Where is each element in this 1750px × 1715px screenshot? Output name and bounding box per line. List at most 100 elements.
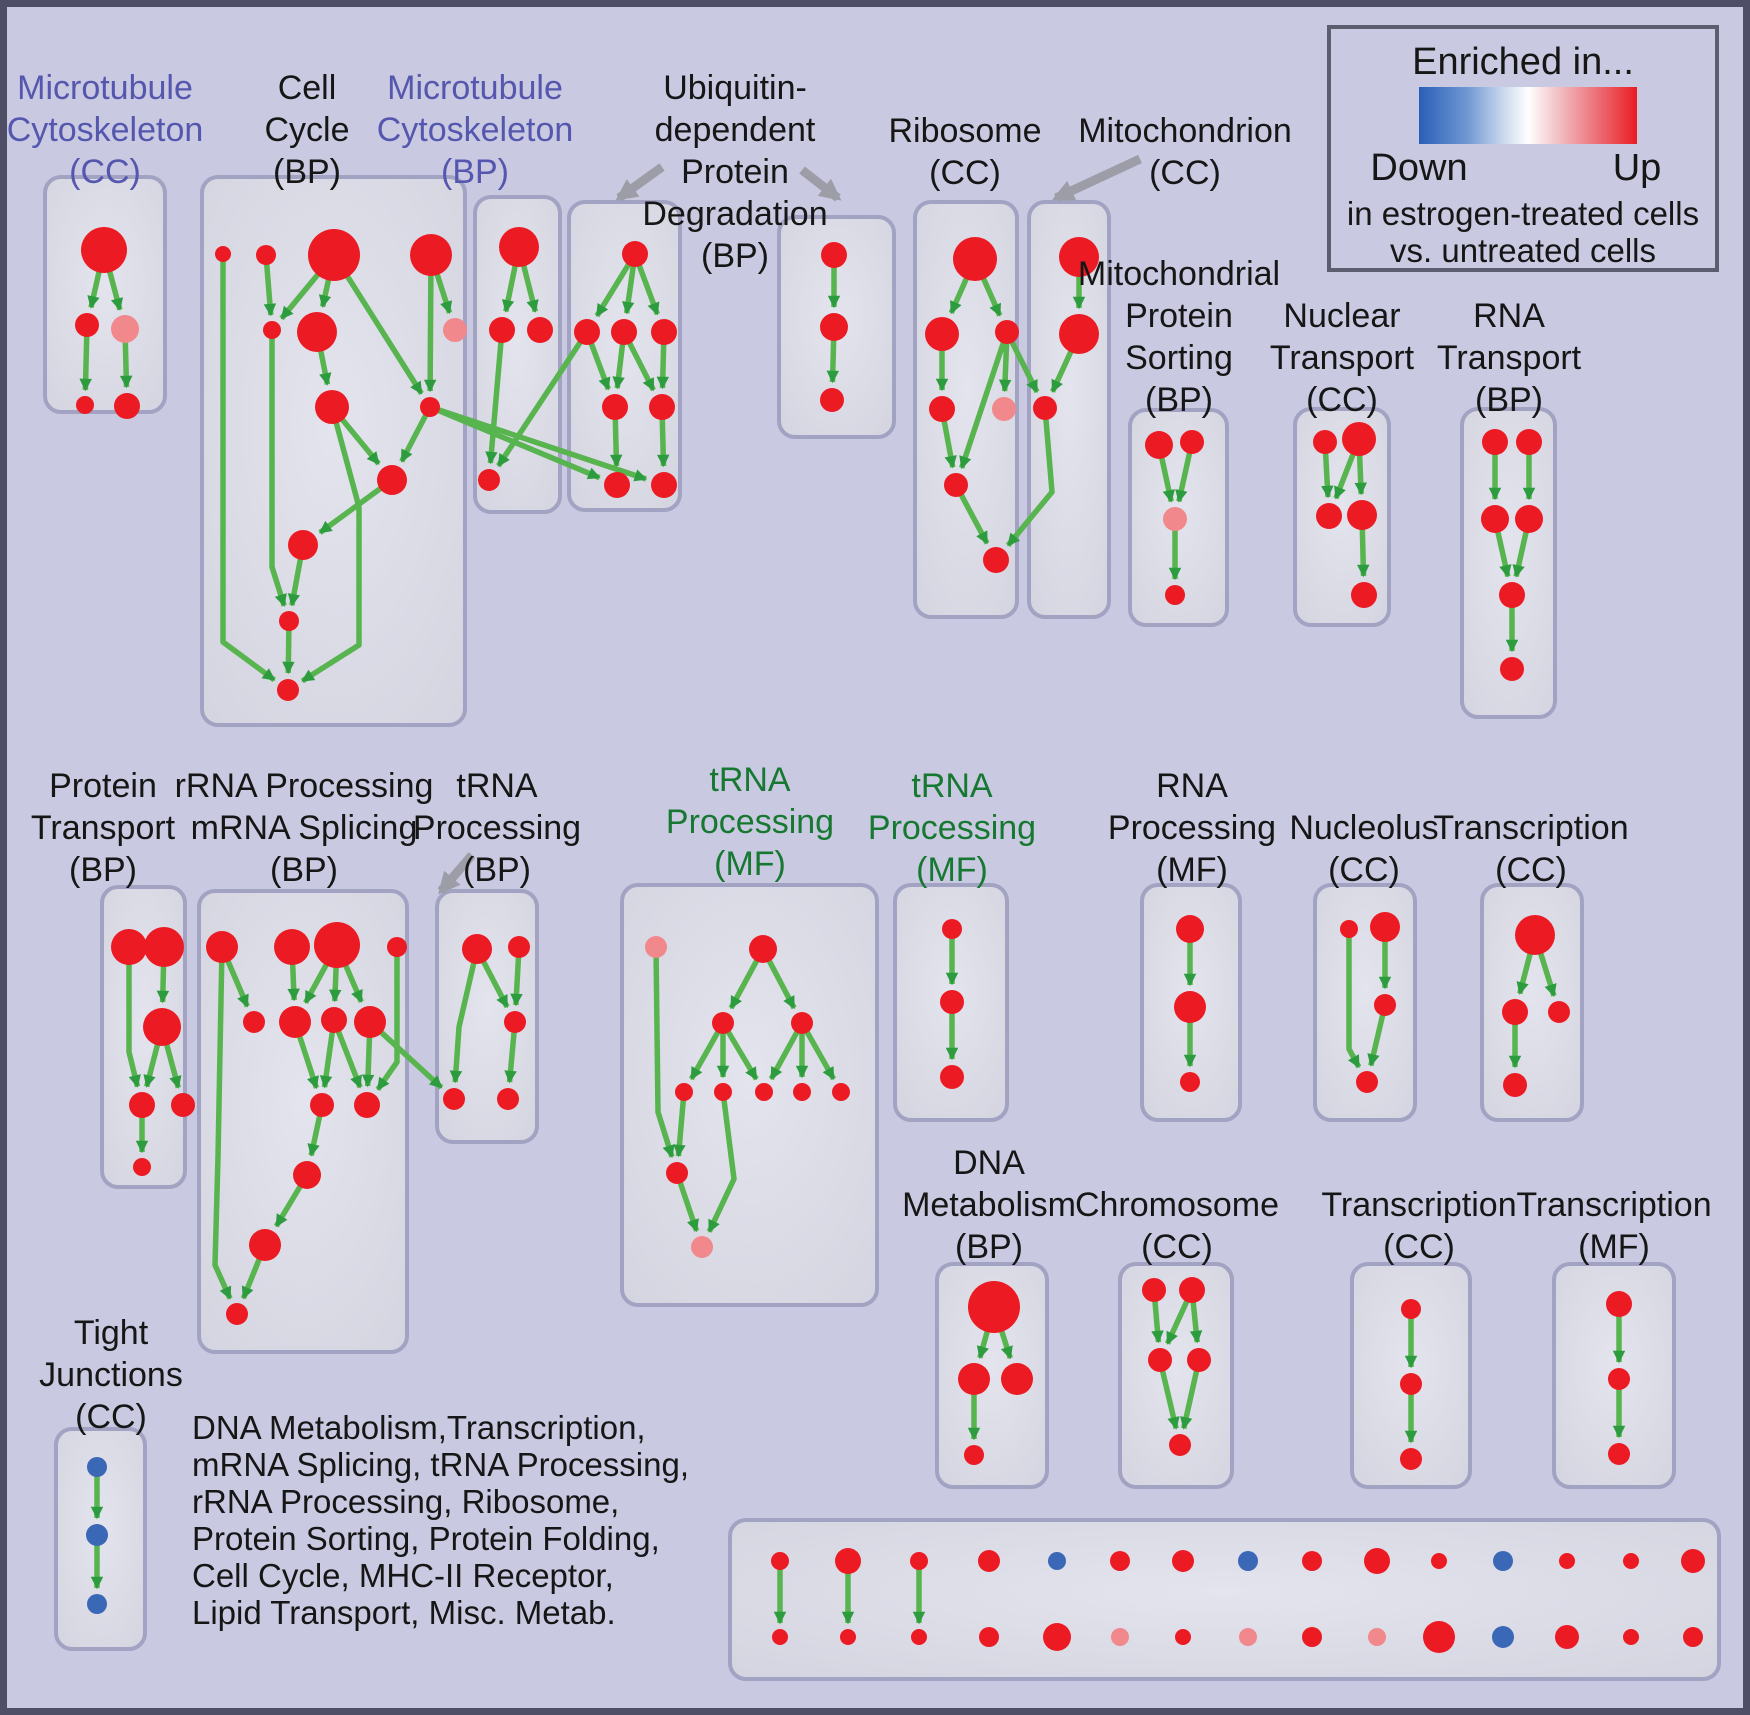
edge-arrow	[673, 1091, 687, 1158]
edge-arrow	[126, 947, 141, 1088]
node	[992, 397, 1016, 421]
node	[1499, 582, 1525, 608]
edge-arrow	[653, 946, 675, 1158]
node	[832, 1083, 850, 1101]
node	[321, 1007, 347, 1033]
node	[310, 1093, 334, 1117]
node	[1516, 429, 1542, 455]
node	[691, 1236, 713, 1258]
node	[1110, 1551, 1130, 1571]
node	[1623, 1629, 1639, 1645]
node	[1400, 1448, 1422, 1470]
node	[256, 245, 276, 265]
node	[1302, 1627, 1322, 1647]
node	[420, 397, 440, 417]
node	[772, 1629, 788, 1645]
legend-gradient-bar	[1419, 87, 1637, 144]
edge-arrow	[496, 330, 590, 468]
node	[1174, 991, 1206, 1023]
node	[940, 1065, 964, 1089]
node	[1608, 1443, 1630, 1465]
node	[1401, 1299, 1421, 1319]
node	[1423, 1621, 1455, 1653]
cluster-box-misc-clusters	[728, 1518, 1721, 1681]
cluster-box-dna-metabolism	[935, 1262, 1049, 1489]
cluster-box-rrna-processing-mrna-splicing	[197, 889, 409, 1354]
node	[1503, 1073, 1527, 1097]
node	[1342, 422, 1376, 456]
cluster-box-mitochondrion	[1027, 200, 1111, 619]
misc-note-line: Lipid Transport, Misc. Metab.	[192, 1594, 616, 1631]
node	[1148, 1348, 1172, 1372]
node	[410, 234, 452, 276]
annotation-arrow	[437, 852, 476, 895]
node	[478, 469, 500, 491]
node	[1043, 1623, 1071, 1651]
misc-note-line: Protein Sorting, Protein Folding,	[192, 1520, 660, 1557]
edge-arrow	[212, 946, 233, 1300]
node	[293, 1161, 321, 1189]
node	[1368, 1628, 1386, 1646]
node	[75, 313, 99, 337]
node	[1175, 1629, 1191, 1645]
node	[143, 1008, 181, 1046]
node	[133, 1158, 151, 1176]
node	[820, 388, 844, 412]
node	[81, 227, 127, 273]
node	[1302, 1551, 1322, 1571]
node	[1059, 237, 1099, 277]
node	[279, 1006, 311, 1038]
node	[1606, 1291, 1632, 1317]
node	[1500, 657, 1524, 681]
edge-arrow	[706, 1091, 737, 1233]
node	[1431, 1553, 1447, 1569]
node	[604, 472, 630, 498]
node	[527, 317, 553, 343]
node	[712, 1012, 734, 1034]
legend: Enriched in... Down Up in estrogen-treat…	[1327, 25, 1719, 272]
node	[314, 922, 360, 968]
node	[771, 1552, 789, 1570]
node	[215, 246, 231, 262]
node	[1179, 1277, 1205, 1303]
node	[497, 1088, 519, 1110]
cluster-box-nucleolus	[1313, 883, 1417, 1122]
node	[749, 935, 777, 963]
node	[489, 317, 515, 343]
node	[942, 919, 962, 939]
node	[929, 396, 955, 422]
node	[263, 321, 281, 339]
node	[1400, 1373, 1422, 1395]
node	[76, 396, 94, 414]
node	[1347, 500, 1377, 530]
node	[274, 929, 310, 965]
node	[1163, 507, 1187, 531]
node	[1165, 585, 1185, 605]
node	[1180, 430, 1204, 454]
node	[1515, 915, 1555, 955]
node	[958, 1363, 990, 1395]
node	[206, 931, 238, 963]
node	[1502, 999, 1528, 1025]
node	[1180, 1072, 1200, 1092]
edge-arrow	[220, 254, 276, 683]
edge-arrow	[331, 253, 424, 395]
node	[508, 936, 530, 958]
node	[821, 242, 847, 268]
node	[1313, 430, 1337, 454]
node	[86, 1524, 108, 1546]
node	[968, 1281, 1020, 1333]
node	[979, 1627, 999, 1647]
edge-arrow	[263, 254, 277, 317]
node	[1492, 1626, 1514, 1648]
node	[443, 1088, 465, 1110]
node	[983, 547, 1009, 573]
node	[354, 1006, 386, 1038]
node	[111, 315, 139, 343]
annotation-arrow	[799, 166, 842, 202]
node	[1176, 915, 1204, 943]
misc-note-line: DNA Metabolism,Transcription,	[192, 1409, 646, 1446]
node	[1364, 1548, 1390, 1574]
annotation-arrow	[615, 163, 665, 202]
misc-note-line: Cell Cycle, MHC-II Receptor,	[192, 1557, 614, 1594]
